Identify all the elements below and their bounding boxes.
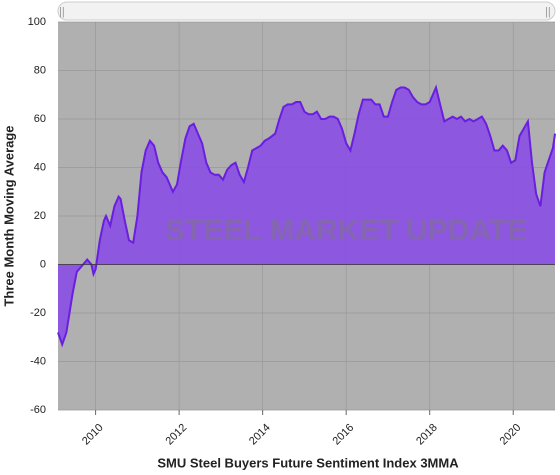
scrollbar[interactable] [57,1,556,21]
line [57,84,556,348]
watermark: STEEL MARKET UPDATE [165,214,527,247]
y-tick-label: 80 [34,64,46,76]
scroll-handle[interactable]: || [545,6,551,18]
x-tick-label: 2020 [498,422,524,448]
y-tick-label: -40 [30,355,46,367]
x-tick-label: 2010 [80,422,106,448]
y-tick-label: 20 [34,210,46,222]
y-tick-label: 100 [28,16,46,28]
scroll-handle[interactable]: || [59,6,65,18]
x-tick-label: 2018 [414,422,440,448]
y-tick-label: -60 [30,404,46,416]
y-tick-label: -20 [30,307,46,319]
y-axis-title: Three Month Moving Average [1,125,16,306]
x-axis-title: SMU Steel Buyers Future Sentiment Index … [157,455,459,470]
y-tick-label: 60 [34,113,46,125]
y-tick-label: 0 [40,258,46,270]
y-tick-label: 40 [34,161,46,173]
area [58,87,555,345]
x-tick-label: 2014 [247,422,273,448]
plot-area [57,21,556,411]
x-tick-label: 2016 [331,422,357,448]
x-tick-label: 2012 [163,422,189,448]
